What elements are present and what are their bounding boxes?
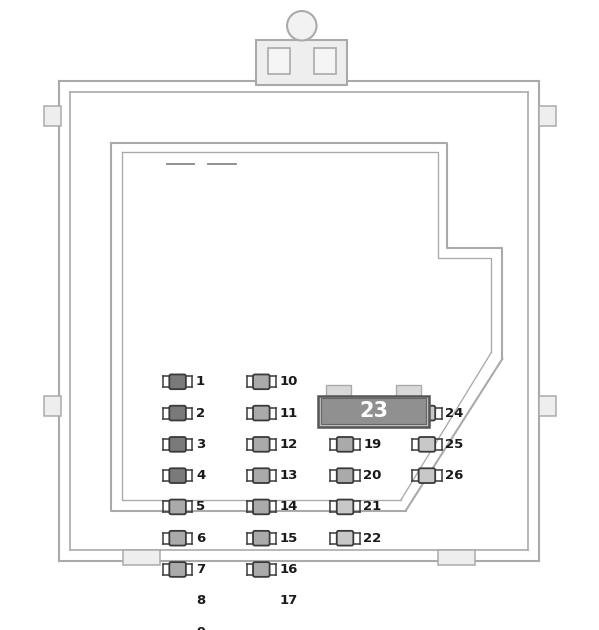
FancyBboxPatch shape — [337, 437, 353, 452]
Text: 13: 13 — [280, 469, 298, 482]
Text: 10: 10 — [280, 375, 298, 388]
FancyBboxPatch shape — [337, 406, 353, 420]
Text: 7: 7 — [196, 563, 205, 576]
FancyBboxPatch shape — [170, 593, 186, 608]
FancyBboxPatch shape — [419, 468, 435, 483]
FancyBboxPatch shape — [253, 562, 270, 577]
Text: 6: 6 — [196, 532, 205, 545]
Text: 23: 23 — [359, 401, 388, 421]
FancyBboxPatch shape — [170, 406, 186, 420]
Text: 26: 26 — [445, 469, 464, 482]
FancyBboxPatch shape — [253, 531, 270, 546]
Text: 2: 2 — [196, 406, 205, 420]
FancyBboxPatch shape — [253, 593, 270, 608]
Bar — [326, 384, 352, 396]
FancyBboxPatch shape — [253, 468, 270, 483]
Text: 5: 5 — [196, 500, 205, 513]
Text: 4: 4 — [196, 469, 205, 482]
FancyBboxPatch shape — [253, 406, 270, 420]
Text: 16: 16 — [280, 563, 298, 576]
FancyBboxPatch shape — [337, 531, 353, 546]
FancyBboxPatch shape — [170, 531, 186, 546]
Text: 14: 14 — [280, 500, 298, 513]
Text: 25: 25 — [445, 438, 464, 451]
Text: 24: 24 — [445, 406, 464, 420]
Bar — [318, 396, 429, 427]
Bar — [438, 550, 475, 565]
Text: 12: 12 — [280, 438, 298, 451]
FancyBboxPatch shape — [419, 437, 435, 452]
Text: 11: 11 — [280, 406, 298, 420]
FancyBboxPatch shape — [337, 500, 353, 514]
FancyBboxPatch shape — [170, 500, 186, 514]
FancyBboxPatch shape — [170, 374, 186, 389]
Circle shape — [287, 11, 316, 40]
FancyBboxPatch shape — [253, 500, 270, 514]
FancyBboxPatch shape — [170, 562, 186, 577]
Text: 22: 22 — [364, 532, 382, 545]
FancyBboxPatch shape — [337, 468, 353, 483]
Text: 1: 1 — [196, 375, 205, 388]
Bar — [44, 396, 60, 416]
Text: 15: 15 — [280, 532, 298, 545]
Bar — [539, 396, 556, 416]
Text: 17: 17 — [280, 594, 298, 607]
Bar — [321, 398, 426, 424]
Bar — [268, 48, 290, 74]
FancyBboxPatch shape — [170, 468, 186, 483]
Text: 19: 19 — [364, 438, 382, 451]
Text: 20: 20 — [364, 469, 382, 482]
Text: 8: 8 — [196, 594, 205, 607]
FancyBboxPatch shape — [253, 437, 270, 452]
Text: 3: 3 — [196, 438, 205, 451]
FancyBboxPatch shape — [419, 406, 435, 420]
Bar — [123, 550, 160, 565]
Bar — [44, 106, 60, 126]
Bar — [314, 48, 336, 74]
Text: 18: 18 — [364, 406, 382, 420]
Bar — [256, 40, 347, 84]
FancyBboxPatch shape — [253, 374, 270, 389]
Bar — [396, 384, 422, 396]
Text: 21: 21 — [364, 500, 382, 513]
Text: 9: 9 — [196, 626, 205, 630]
FancyBboxPatch shape — [170, 437, 186, 452]
FancyBboxPatch shape — [170, 625, 186, 630]
Bar — [539, 106, 556, 126]
